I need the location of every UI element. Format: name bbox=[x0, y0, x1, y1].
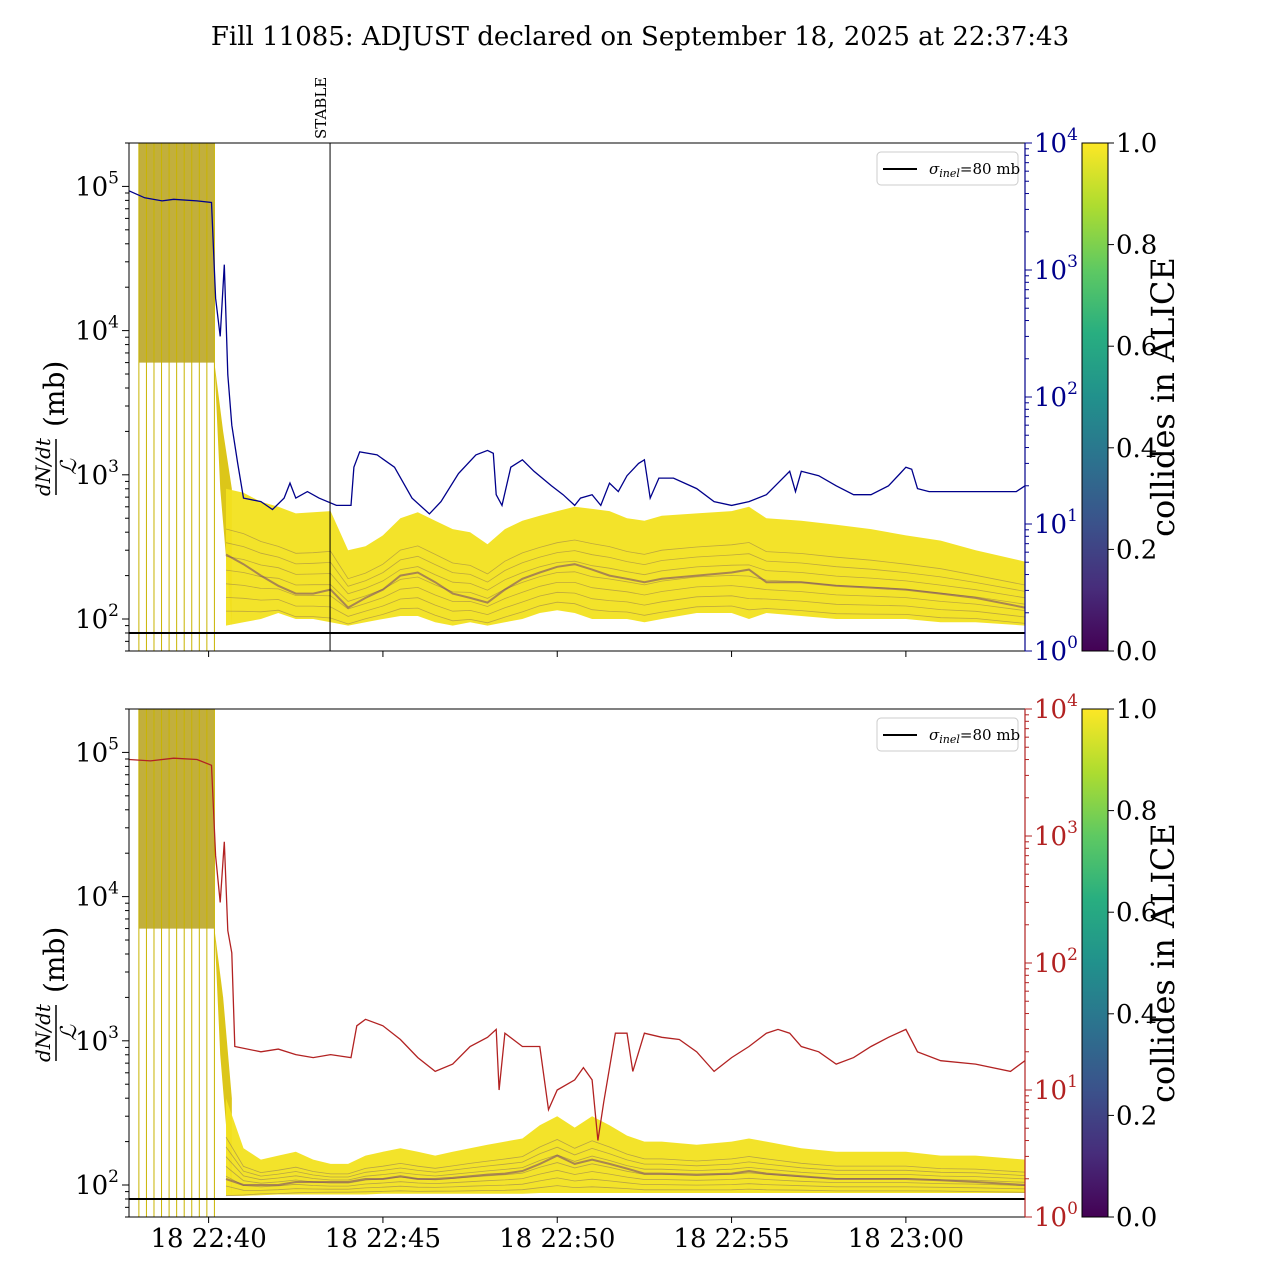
bunch-curve bbox=[225, 556, 1025, 599]
y-label-unit: (mb) bbox=[38, 361, 71, 427]
y-tick-label: 105 bbox=[75, 734, 119, 768]
colorbar-tick-label: 0.6 bbox=[1116, 332, 1157, 362]
y-tick-label: 102 bbox=[75, 1167, 119, 1201]
y-label-numerator: dN/dt bbox=[31, 1003, 55, 1062]
y-label-denominator: ℒ bbox=[57, 1024, 82, 1041]
bunch-center-curve bbox=[225, 1154, 1025, 1186]
plot-area bbox=[129, 709, 1025, 1217]
y-tick-label: 103 bbox=[75, 457, 119, 491]
legend-box bbox=[876, 717, 1019, 752]
colorbar-tick-label: 0.4 bbox=[1116, 434, 1157, 464]
right-tick-label: 102 bbox=[1034, 379, 1078, 413]
bunch-band bbox=[226, 488, 1025, 626]
bunch-curve bbox=[225, 1136, 1025, 1175]
colorbar bbox=[1081, 142, 1109, 652]
y-axis-label: dN/dt ℒ (mb) bbox=[31, 361, 82, 496]
bunch-band bbox=[226, 1098, 1025, 1196]
colorbar-label: collides in ALICE bbox=[1144, 823, 1182, 1103]
colorbar-tick-label: 0.2 bbox=[1116, 1101, 1157, 1131]
bunch-curve bbox=[225, 1154, 1025, 1181]
colorbar-tick-label: 1.0 bbox=[1116, 695, 1157, 725]
y-axis-label: dN/dt ℒ (mb) bbox=[31, 927, 82, 1062]
colorbar-tick-label: 0.8 bbox=[1116, 231, 1157, 261]
plot-area bbox=[129, 143, 1025, 651]
colorbar-tick-label: 0.6 bbox=[1116, 898, 1157, 928]
bottom-panel: 102 103 104 105 100 101 102 103 104 18 22:40 18 22… bbox=[31, 691, 1182, 1254]
right-axis-series-line bbox=[129, 757, 1025, 1141]
right-tick-label: 101 bbox=[1034, 506, 1078, 540]
right-tick-label: 104 bbox=[1034, 691, 1078, 725]
bunch-curve bbox=[225, 591, 1025, 618]
bunch-curve bbox=[225, 1185, 1025, 1197]
x-tick-label: 18 22:55 bbox=[673, 1224, 789, 1254]
bunch-curve bbox=[225, 1169, 1025, 1188]
bunch-curve bbox=[225, 528, 1025, 586]
colorbar-tick-label: 0.0 bbox=[1116, 1203, 1157, 1233]
bunch-center-curve bbox=[225, 553, 1025, 609]
bunch-curve bbox=[225, 1177, 1025, 1191]
colorbar-label: collides in ALICE bbox=[1144, 257, 1182, 537]
y-label-denominator: ℒ bbox=[57, 458, 82, 475]
y-tick-label: 103 bbox=[75, 1023, 119, 1057]
x-tick-label: 18 23:00 bbox=[848, 1224, 964, 1254]
colorbar-tick-label: 1.0 bbox=[1116, 129, 1157, 159]
right-tick-label: 100 bbox=[1034, 1199, 1078, 1233]
y-tick-label: 105 bbox=[75, 168, 119, 202]
stable-label: STABLE bbox=[312, 77, 330, 139]
bunch-curve bbox=[225, 542, 1025, 592]
legend-entry: σinel=80 mb bbox=[929, 726, 1020, 746]
legend-box bbox=[876, 151, 1019, 186]
right-tick-label: 104 bbox=[1034, 125, 1078, 159]
y-tick-label: 102 bbox=[75, 601, 119, 635]
right-tick-label: 103 bbox=[1034, 818, 1078, 852]
bunch-curve bbox=[225, 1146, 1025, 1178]
colorbar-tick-label: 0.0 bbox=[1116, 637, 1157, 667]
right-tick-label: 102 bbox=[1034, 945, 1078, 979]
x-tick-label: 18 22:45 bbox=[325, 1224, 441, 1254]
colorbar-tick-label: 0.4 bbox=[1116, 1000, 1157, 1030]
colorbar-tick-label: 0.2 bbox=[1116, 535, 1157, 565]
right-tick-label: 101 bbox=[1034, 1072, 1078, 1106]
y-tick-label: 104 bbox=[75, 313, 119, 347]
right-axis-series-line bbox=[129, 190, 1025, 515]
y-tick-label: 104 bbox=[75, 879, 119, 913]
figure-title: Fill 11085: ADJUST declared on September… bbox=[211, 22, 1069, 52]
x-tick-label: 18 22:40 bbox=[150, 1224, 266, 1254]
legend-entry: σinel=80 mb bbox=[929, 160, 1020, 180]
x-tick-label: 18 22:50 bbox=[499, 1224, 615, 1254]
bunch-curve bbox=[225, 601, 1025, 625]
bunch-curve bbox=[225, 582, 1025, 611]
right-tick-label: 100 bbox=[1034, 633, 1078, 667]
right-tick-label: 103 bbox=[1034, 252, 1078, 286]
y-label-numerator: dN/dt bbox=[31, 437, 55, 496]
y-label-unit: (mb) bbox=[38, 927, 71, 993]
colorbar-tick-label: 0.8 bbox=[1116, 797, 1157, 827]
top-panel: STABLE 102 103 104 105 100 101 102 103 104 dN/dt ℒ (… bbox=[31, 77, 1182, 667]
colorbar bbox=[1081, 708, 1109, 1218]
